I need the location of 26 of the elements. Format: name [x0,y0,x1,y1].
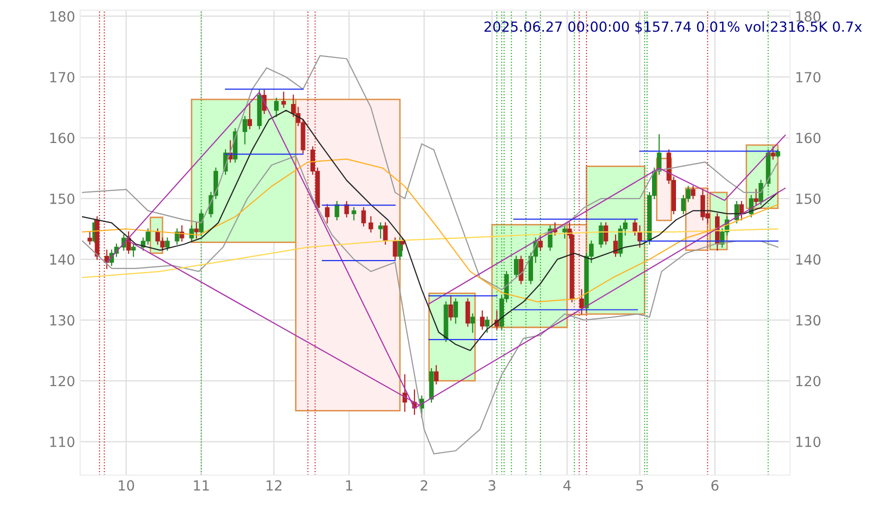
x-tick-label: 3 [488,480,496,491]
x-tick-label: 12 [266,480,282,490]
y-tick-label: 130 [50,315,74,326]
y-tick-label: 160 [50,132,74,144]
y-tick-label: 110 [50,436,74,448]
x-tick-label: 10 [118,480,134,491]
x-tick-label: 4 [563,480,571,490]
y-tick-label: 140 [50,254,74,265]
y2-tick-label: 180 [796,11,820,22]
y2-tick-label: 150 [796,194,820,204]
x-tick-label: 5 [636,480,643,491]
y2-tick-label: 130 [796,315,820,326]
y-tick-label: 120 [50,376,74,386]
x-tick-label: 11 [194,480,209,490]
y2-tick-label: 170 [796,72,820,82]
x-tick-label: 6 [711,480,718,491]
annotation: 2025.06.27 00:00:00 $157.74 0.01% vol:2316.5K 0.7x [484,21,862,34]
y2-tick-label: 110 [796,436,820,448]
y2-tick-label: 160 [796,132,820,144]
y2-tick-label: 140 [796,254,820,265]
y-tick-label: 180 [50,11,74,22]
y-tick-label: 150 [50,194,74,204]
x-tick-label: 2 [420,480,428,490]
y-tick-label: 170 [50,72,74,82]
x-tick-label: 1 [346,480,352,490]
y2-tick-label: 120 [796,376,820,386]
